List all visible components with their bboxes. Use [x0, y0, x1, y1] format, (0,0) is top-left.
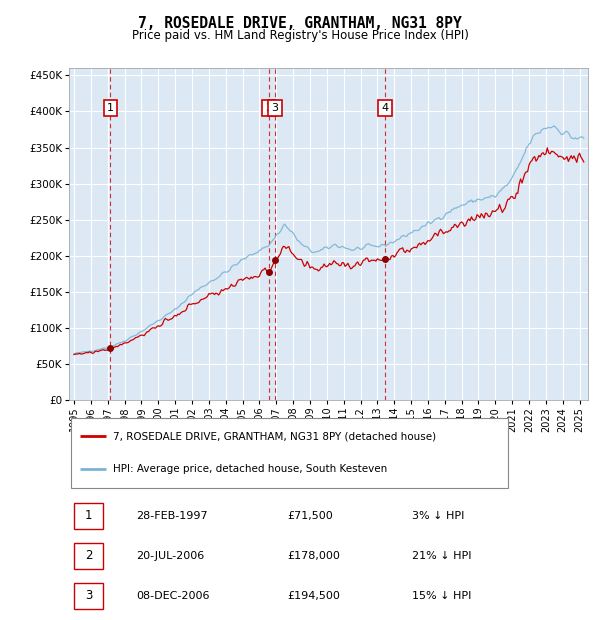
Text: 20-JUL-2006: 20-JUL-2006 — [136, 551, 205, 561]
FancyBboxPatch shape — [74, 583, 103, 609]
FancyBboxPatch shape — [71, 418, 508, 487]
Text: Price paid vs. HM Land Registry's House Price Index (HPI): Price paid vs. HM Land Registry's House … — [131, 29, 469, 42]
FancyBboxPatch shape — [74, 503, 103, 529]
Text: £178,000: £178,000 — [287, 551, 340, 561]
FancyBboxPatch shape — [74, 543, 103, 569]
Text: 3% ↓ HPI: 3% ↓ HPI — [412, 511, 464, 521]
Text: 1: 1 — [107, 103, 114, 113]
Text: 28-FEB-1997: 28-FEB-1997 — [136, 511, 208, 521]
Text: 2: 2 — [265, 103, 272, 113]
Text: 7, ROSEDALE DRIVE, GRANTHAM, NG31 8PY: 7, ROSEDALE DRIVE, GRANTHAM, NG31 8PY — [138, 16, 462, 30]
Text: £194,500: £194,500 — [287, 591, 340, 601]
Text: 1: 1 — [85, 510, 92, 523]
Text: 4: 4 — [382, 103, 389, 113]
Text: HPI: Average price, detached house, South Kesteven: HPI: Average price, detached house, Sout… — [113, 464, 388, 474]
Text: 21% ↓ HPI: 21% ↓ HPI — [412, 551, 471, 561]
Text: 3: 3 — [272, 103, 278, 113]
Text: 2: 2 — [85, 549, 92, 562]
Text: 3: 3 — [85, 590, 92, 603]
Text: 15% ↓ HPI: 15% ↓ HPI — [412, 591, 471, 601]
Text: 08-DEC-2006: 08-DEC-2006 — [136, 591, 210, 601]
Text: £71,500: £71,500 — [287, 511, 333, 521]
Text: 7, ROSEDALE DRIVE, GRANTHAM, NG31 8PY (detached house): 7, ROSEDALE DRIVE, GRANTHAM, NG31 8PY (d… — [113, 432, 436, 441]
